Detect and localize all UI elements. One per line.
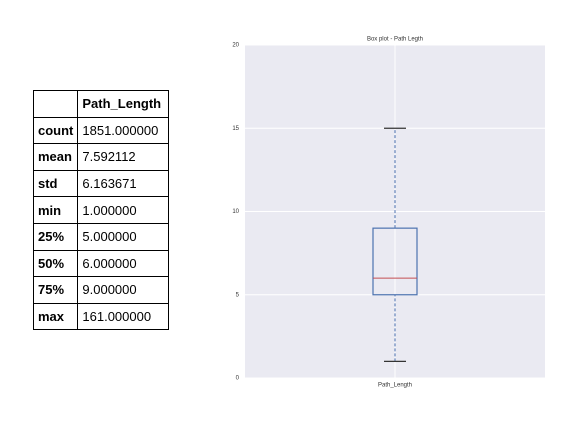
table-row: 25% 5.000000 <box>32 222 170 251</box>
chart-title: Box plot - Path Legth <box>367 37 423 43</box>
row-label: std <box>32 169 79 198</box>
table-row: max 161.000000 <box>32 302 170 331</box>
y-tick-label: 0 <box>236 376 240 382</box>
y-tick-label: 15 <box>232 126 239 132</box>
y-tick-label: 5 <box>236 292 240 298</box>
cell: 1.000000 <box>77 196 170 224</box>
row-label: min <box>32 196 79 224</box>
table-row: mean 7.592112 <box>32 143 170 171</box>
table-row: min 1.000000 <box>32 196 170 224</box>
stats-table: Path_Length count 1851.000000 mean 7.592112 s… <box>32 90 170 331</box>
cell: 6.000000 <box>77 249 170 278</box>
cell: 1851.000000 <box>77 116 170 145</box>
y-tick-label: 10 <box>232 209 239 215</box>
y-tick-label: 20 <box>232 43 239 49</box>
cell: 7.592112 <box>77 143 170 171</box>
table-row: std 6.163671 <box>32 169 170 198</box>
row-label: max <box>32 302 79 331</box>
table-row: 75% 9.000000 <box>32 276 170 304</box>
x-tick-label: Path_Length <box>378 383 412 389</box>
box <box>372 227 418 296</box>
cell: 5.000000 <box>77 222 170 251</box>
row-label: 25% <box>32 222 79 251</box>
table-row: 50% 6.000000 <box>32 249 170 278</box>
cell: 161.000000 <box>77 302 170 331</box>
cell: 9.000000 <box>77 276 170 304</box>
